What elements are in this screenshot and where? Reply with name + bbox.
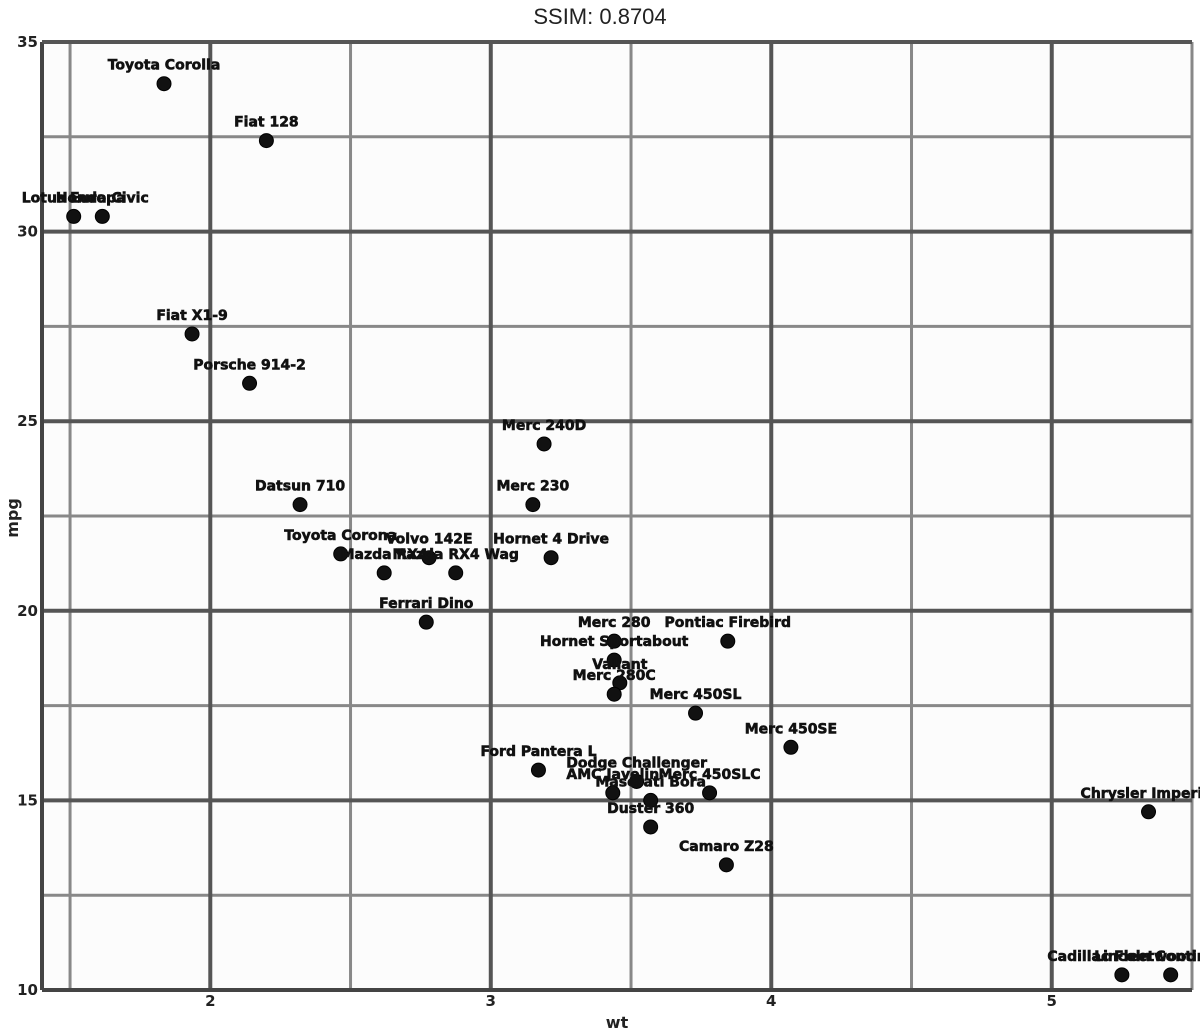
point-label: Merc 240D	[502, 418, 586, 434]
data-point	[1114, 967, 1130, 983]
data-point	[606, 686, 622, 702]
axis-lines	[40, 40, 1192, 992]
data-point	[718, 857, 734, 873]
x-tick-labels: 2 3 4 5	[205, 992, 1057, 1010]
point-label: Toyota Corolla	[108, 58, 221, 74]
point-label: Lincoln Continental	[1094, 949, 1200, 965]
y-tick-label: 30	[17, 223, 38, 241]
point-label: Porsche 914-2	[193, 357, 306, 373]
x-tick-label: 5	[1047, 992, 1057, 1010]
point-label: Merc 450SE	[745, 721, 837, 737]
data-point	[606, 652, 622, 668]
x-tick-label: 3	[486, 992, 496, 1010]
y-tick-label: 25	[17, 412, 38, 430]
y-tick-label: 35	[17, 33, 38, 51]
point-label: Valiant	[592, 657, 648, 673]
data-point	[629, 773, 645, 789]
point-label: Merc 230	[496, 479, 569, 495]
data-point	[643, 792, 659, 808]
data-point	[1163, 967, 1179, 983]
point-label: Ford Pantera L	[480, 744, 596, 760]
point-label: Camaro Z28	[679, 839, 774, 855]
data-point	[530, 762, 546, 778]
point-label: Hornet Sportabout	[540, 634, 689, 650]
y-tick-labels: 10 15 20 25 30 35	[17, 33, 38, 999]
data-point	[525, 497, 541, 513]
data-point	[702, 785, 718, 801]
point-label: Fiat X1-9	[156, 308, 227, 324]
x-tick-label: 2	[205, 992, 215, 1010]
y-axis-title: mpg	[3, 498, 22, 538]
y-tick-label: 15	[17, 791, 38, 809]
point-label: Lotus Europa	[22, 190, 126, 206]
minor-gridlines	[42, 42, 1194, 990]
point-label: Merc 280C	[573, 668, 656, 684]
data-point	[643, 819, 659, 835]
point-label: Pontiac Firebird	[665, 615, 791, 631]
point-label: Hornet 4 Drive	[493, 532, 609, 548]
point-label: Mazda RX4	[341, 547, 428, 563]
data-point	[543, 550, 559, 566]
chart-title: SSIM: 0.8704	[533, 4, 667, 29]
point-label: Cadillac Fleetwood	[1047, 949, 1196, 965]
point-label: Dodge Challenger	[566, 755, 707, 771]
data-point	[536, 436, 552, 452]
data-point	[606, 633, 622, 649]
data-points	[66, 76, 1179, 983]
data-point	[688, 705, 704, 721]
data-point	[1141, 804, 1157, 820]
data-point	[258, 133, 274, 149]
point-label: Merc 280	[578, 615, 651, 631]
point-label: Volvo 142E	[386, 532, 473, 548]
point-label: Ferrari Dino	[379, 596, 474, 612]
point-label: Datsun 710	[255, 479, 345, 495]
point-label: Merc 450SLC	[659, 767, 761, 783]
x-axis-title: wt	[606, 1013, 629, 1032]
data-point	[242, 375, 258, 391]
data-point	[605, 785, 621, 801]
point-label: Toyota Corona	[284, 528, 397, 544]
point-label: Maserati Bora	[595, 774, 706, 790]
point-label: Mazda RX4 Wag	[392, 547, 518, 563]
data-point	[720, 633, 736, 649]
point-label: Duster 360	[607, 801, 694, 817]
data-point	[156, 76, 172, 92]
point-label: Honda Civic	[56, 190, 149, 206]
data-point	[184, 326, 200, 342]
data-point	[418, 614, 434, 630]
data-point	[448, 565, 464, 581]
data-point	[292, 497, 308, 513]
point-label: Chrysler Imperial	[1081, 786, 1200, 802]
data-point	[333, 546, 349, 562]
data-point	[421, 550, 437, 566]
point-label: Merc 450SL	[650, 687, 742, 703]
data-point	[376, 565, 392, 581]
data-point	[66, 208, 82, 224]
point-label: Fiat 128	[234, 115, 299, 131]
x-tick-label: 4	[766, 992, 776, 1010]
y-tick-label: 10	[17, 981, 38, 999]
point-label: AMC Javelin	[566, 767, 659, 783]
data-point	[94, 208, 110, 224]
data-point	[783, 739, 799, 755]
y-tick-label: 20	[17, 602, 38, 620]
